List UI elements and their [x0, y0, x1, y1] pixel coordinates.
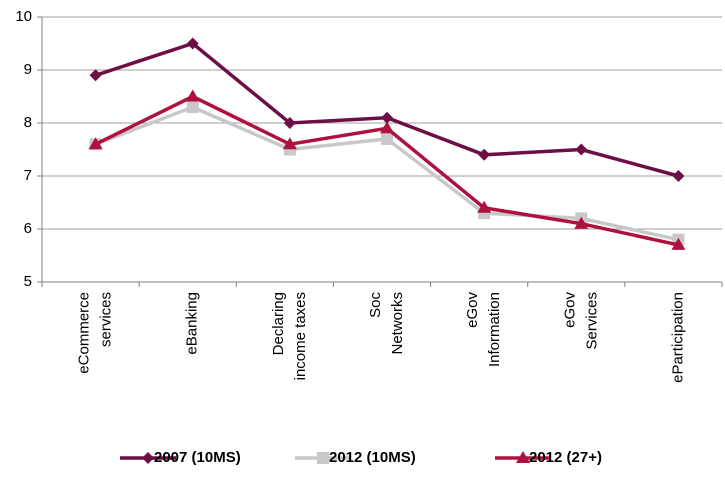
x-tick-label: eGov Information: [464, 292, 503, 368]
legend: 2007 (10MS) 2012 (10MS) 2012 (27+): [120, 449, 602, 466]
x-tick-label: Soc Networks: [367, 292, 406, 355]
y-tick-label: 6: [24, 220, 32, 237]
data-point: [380, 121, 394, 134]
data-point: [672, 170, 685, 182]
data-point: [88, 137, 103, 150]
data-point: [478, 148, 491, 161]
data-point: [574, 216, 589, 229]
x-tick-label: eCommerce services: [76, 292, 115, 374]
data-point: [185, 89, 200, 102]
legend-marker: [317, 452, 329, 464]
x-tick-label: eGov Services: [561, 292, 600, 350]
data-point: [186, 37, 199, 50]
data-point: [283, 117, 296, 129]
y-tick-label: 7: [24, 167, 32, 184]
data-point: [89, 69, 102, 82]
data-point: [186, 101, 199, 114]
data-point: [282, 137, 297, 150]
y-tick-label: 8: [24, 114, 32, 131]
x-tick-label: Declaring income taxes: [270, 292, 309, 380]
data-point: [477, 200, 492, 213]
y-tick-label: 9: [24, 61, 32, 78]
x-tick-label: eParticipation: [669, 292, 686, 383]
y-tick-label: 10: [15, 8, 32, 25]
legend-label: 2012 (27+): [529, 449, 602, 466]
legend-marker: [516, 451, 530, 463]
legend-label: 2007 (10MS): [154, 449, 241, 466]
x-tick-label: eBanking: [184, 292, 201, 355]
legend-label: 2012 (10MS): [329, 449, 416, 466]
data-point: [381, 111, 393, 124]
y-tick-label: 5: [24, 273, 32, 290]
legend-marker: [142, 452, 154, 464]
data-point: [575, 143, 588, 156]
data-point: [671, 237, 686, 250]
data-point: [381, 132, 393, 145]
